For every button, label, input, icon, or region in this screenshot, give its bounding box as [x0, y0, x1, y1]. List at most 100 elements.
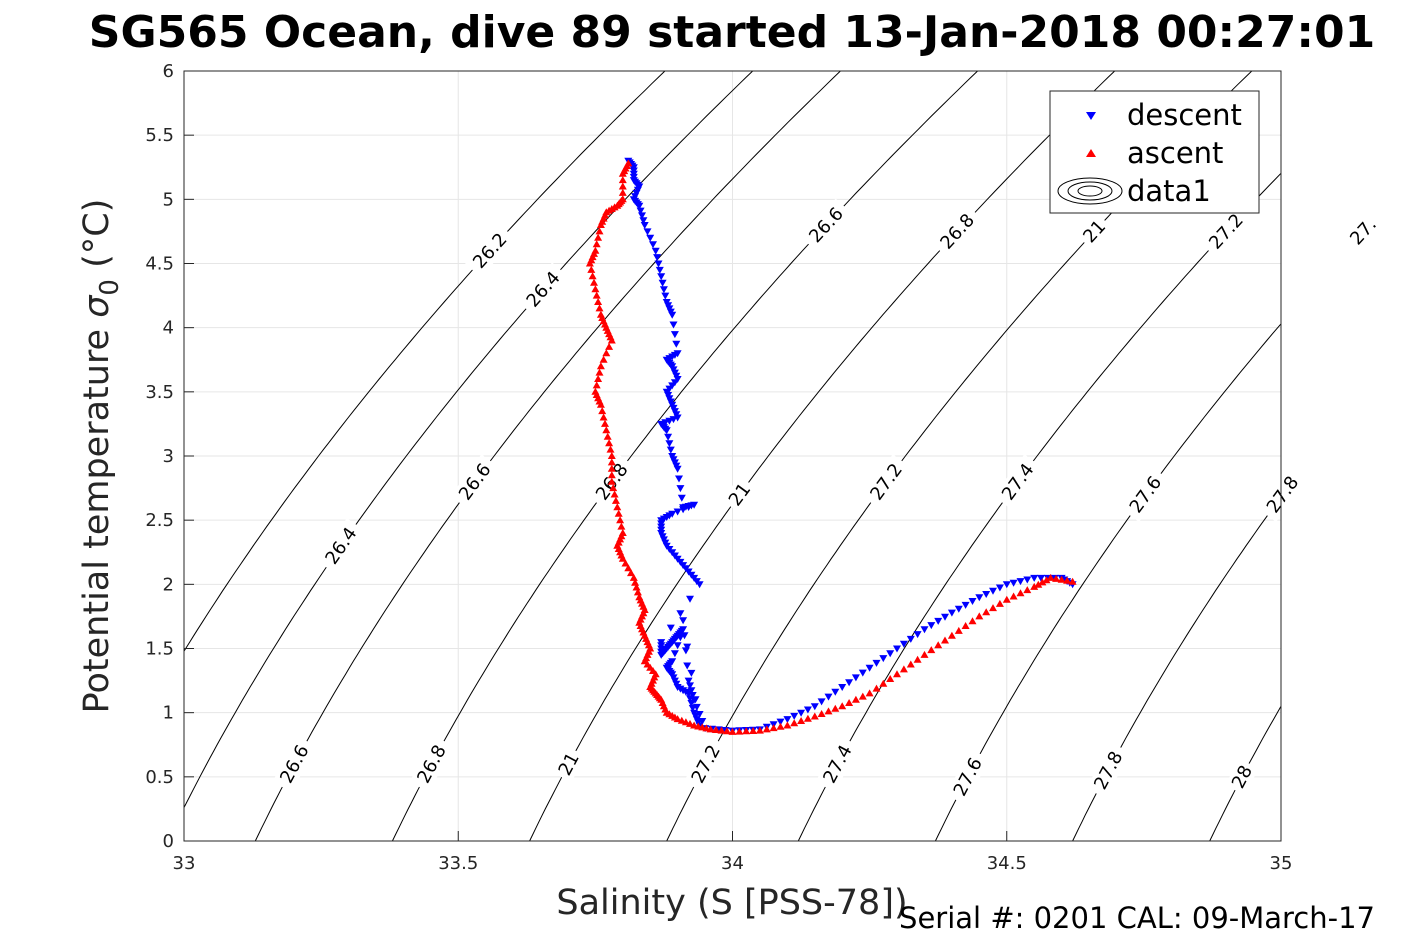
ascent-point: [607, 452, 616, 459]
ascent-point: [596, 362, 605, 370]
density-contour-line: [184, 71, 666, 653]
descent-point: [672, 680, 681, 688]
density-contour-line: [1209, 705, 1281, 841]
descent-point: [653, 254, 662, 262]
ascent-point: [838, 702, 847, 710]
ascent-point: [595, 304, 604, 312]
ascent-point: [607, 458, 616, 466]
ascent-point: [1034, 580, 1043, 588]
ascent-point: [609, 484, 618, 492]
descent-point: [683, 643, 692, 651]
descent-point: [672, 340, 681, 348]
ascent-point: [595, 397, 604, 405]
descent-point: [636, 207, 645, 215]
ascent-point: [947, 631, 956, 639]
ascent-point: [601, 320, 609, 328]
contour-label-bg: [1341, 208, 1386, 254]
descent-point: [640, 222, 649, 229]
ascent-point: [1016, 589, 1025, 597]
ascent-point: [592, 381, 601, 389]
ascent-point: [642, 654, 651, 662]
descent-point: [681, 647, 690, 655]
ascent-point: [712, 726, 720, 733]
descent-point: [810, 703, 819, 711]
ascent-point: [647, 679, 656, 687]
y-tick-label: 3: [163, 446, 174, 467]
ascent-point: [762, 725, 771, 733]
y-tick-label: 5.5: [145, 125, 174, 146]
descent-point: [982, 591, 991, 598]
descent-point: [1009, 579, 1018, 587]
descent-point: [913, 631, 922, 639]
descent-point: [665, 440, 674, 448]
ascent-point: [1063, 576, 1072, 584]
ascent-point: [702, 724, 711, 732]
ascent-point: [803, 714, 812, 722]
ascent-point: [941, 636, 949, 644]
y-tick-label: 1: [163, 703, 174, 724]
grid: [183, 70, 1282, 842]
ascent-point: [602, 426, 611, 434]
descent-point: [941, 613, 949, 621]
contour-label-bg: [683, 735, 728, 793]
contour-label-bg: [861, 454, 911, 510]
ascent-point: [824, 707, 833, 715]
ascent-point: [810, 712, 819, 720]
x-axis-ticks: 33 33.5 34 34.5 35: [173, 831, 1292, 874]
descent-point: [670, 331, 679, 339]
ascent-point: [968, 617, 977, 625]
descent-point: [664, 433, 673, 441]
descent-point: [679, 506, 688, 514]
ascent-point: [790, 719, 799, 727]
descent-point: [665, 385, 674, 393]
ascent-point: [670, 713, 679, 721]
descent-point: [968, 598, 977, 605]
y-axis-label-space-2: [77, 268, 117, 279]
descent-point: [1002, 581, 1011, 589]
descent-point: [633, 181, 642, 189]
y-axis-ticks: 0 0.5 1 1.5 2 2.5 3 3.5 4 4.5 5 5.5 6: [145, 61, 194, 852]
ascent-point: [681, 718, 690, 726]
contour-label-bg: [409, 735, 454, 793]
descent-point: [681, 688, 690, 696]
ascent-point: [621, 559, 630, 567]
ascent-point: [613, 503, 622, 511]
x-tick-label: 33.5: [438, 853, 478, 874]
descent-point: [666, 361, 675, 369]
y-tick-label: 6: [163, 61, 174, 82]
ascent-point: [594, 298, 603, 305]
descent-point: [629, 173, 638, 181]
ascent-point: [845, 699, 854, 706]
ascent-point: [618, 176, 627, 184]
descent-point: [989, 587, 997, 595]
descent-series: [624, 157, 1077, 735]
ascent-point: [1009, 592, 1018, 600]
contour-label-bg: [1086, 742, 1131, 799]
descent-point: [975, 594, 984, 602]
ascent-point: [913, 655, 922, 663]
ascent-point: [982, 608, 991, 616]
descent-point: [672, 462, 681, 470]
contour-label: 26.6: [800, 198, 852, 252]
legend: descent ascent data1: [1049, 90, 1260, 214]
y-tick-label: 4: [163, 318, 174, 339]
legend-ascent-label: ascent: [1127, 136, 1223, 170]
ascent-point: [717, 726, 726, 734]
density-contour-line: [934, 323, 1281, 841]
ascent-point: [598, 407, 607, 415]
ascent-point: [632, 583, 641, 591]
ascent-series: [585, 159, 1077, 735]
ascent-point: [1046, 573, 1055, 581]
descent-point: [886, 650, 895, 658]
descent-point: [691, 696, 700, 704]
descent-point: [676, 610, 685, 618]
descent-point: [687, 669, 696, 677]
density-contour-line: [184, 71, 754, 809]
descent-point: [666, 398, 675, 406]
legend-ascent-marker: [1086, 149, 1096, 157]
contour-label-bg: [1258, 467, 1307, 522]
ascent-point: [886, 675, 895, 682]
x-tick-label: 33: [173, 853, 196, 874]
ascent-point: [614, 200, 623, 208]
